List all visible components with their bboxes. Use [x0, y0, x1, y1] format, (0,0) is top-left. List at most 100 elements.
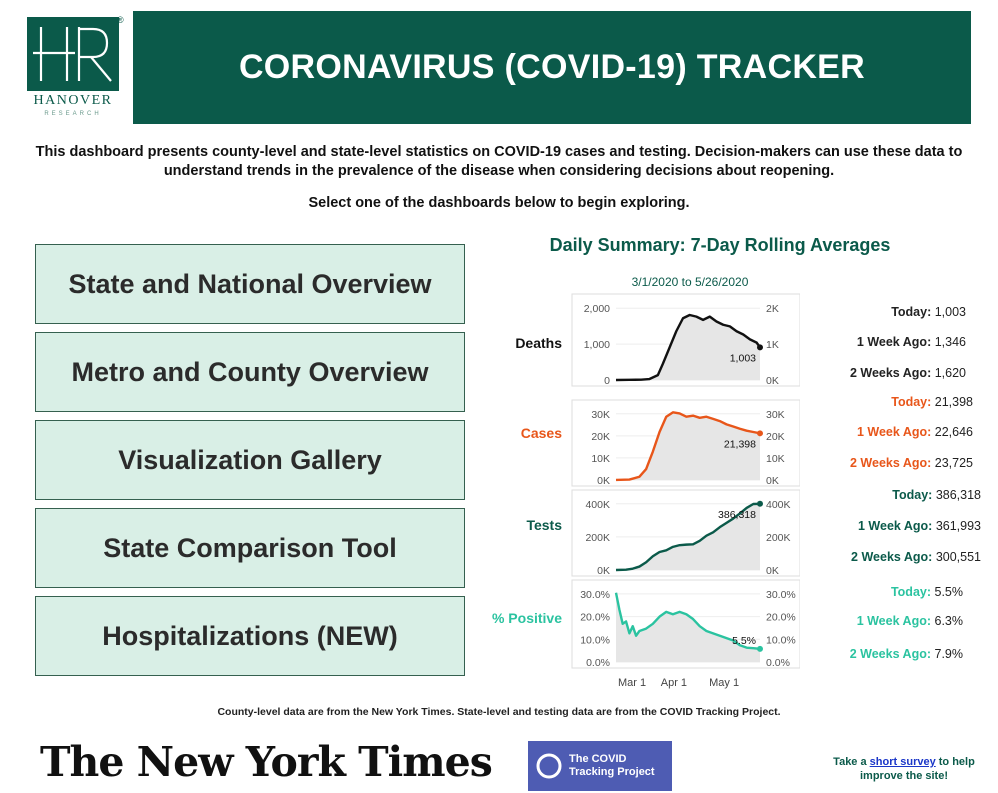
metro-county-overview-button[interactable]: Metro and County Overview — [35, 332, 465, 412]
registered-mark: ® — [117, 15, 124, 25]
positive-label: % Positive — [491, 610, 562, 626]
ctp-line2: Tracking Project — [569, 766, 655, 778]
cases-ytick-right: 30K — [766, 409, 785, 421]
cases-ytick-right: 20K — [766, 431, 785, 443]
survey-pre: Take a — [833, 756, 870, 768]
survey-post: to help improve the site! — [859, 756, 975, 782]
deaths-today-label: Today: — [891, 305, 932, 319]
deaths-two-week-label: 2 Weeks Ago: — [849, 366, 932, 380]
deaths-today-value: 1,003 — [934, 305, 966, 319]
ctp-line1: The COVID — [569, 753, 627, 765]
cases-ytick-left: 30K — [591, 409, 610, 421]
deaths-end-point — [757, 344, 763, 351]
data-source-note: County-level data are from the New York … — [217, 706, 781, 718]
deaths-ytick-right: 1K — [766, 339, 779, 351]
cases-two-week-value: 23,725 — [934, 456, 973, 470]
positive-week-label: 1 Week Ago: — [856, 614, 932, 628]
tests-ytick-right: 400K — [766, 499, 791, 511]
tests-week-value: 361,993 — [935, 519, 981, 533]
logo-mark — [27, 17, 119, 91]
positive-two-week-value: 7.9% — [934, 647, 964, 661]
cases-ytick-right: 10K — [766, 453, 785, 465]
positive-two-week-label: 2 Weeks Ago: — [849, 647, 932, 661]
positive-ytick-left: 20.0% — [580, 612, 610, 624]
tests-two-week-label: 2 Weeks Ago: — [851, 550, 933, 564]
tests-week: 1 Week Ago: 361,993 — [858, 519, 981, 533]
intro-text: This dashboard presents county-level and… — [35, 144, 963, 179]
tests-end-point — [757, 500, 763, 507]
deaths-end-label: 1,003 — [730, 352, 756, 364]
deaths-today: Today: 1,003 — [891, 305, 966, 319]
deaths-week: 1 Week Ago: 1,346 — [857, 335, 966, 349]
tests-label: Tests — [526, 517, 562, 533]
cases-end-point — [757, 430, 763, 437]
deaths-two-week-value: 1,620 — [934, 366, 966, 380]
page-title: CORONAVIRUS (COVID-19) TRACKER — [238, 48, 866, 86]
deaths-two-week: 2 Weeks Ago: 1,620 — [850, 366, 966, 380]
select-instruction: Select one of the dashboards below to be… — [308, 195, 690, 211]
deaths-label: Deaths — [515, 335, 562, 351]
survey-note: Take a short survey to help improve the … — [818, 755, 990, 783]
logo-subtitle: RESEARCH — [44, 111, 102, 117]
deaths-area — [616, 315, 760, 380]
cases-week: 1 Week Ago: 22,646 — [857, 425, 973, 439]
state-national-overview-button[interactable]: State and National Overview — [35, 244, 465, 324]
cases-area — [616, 412, 760, 480]
tests-two-week: 2 Weeks Ago: 300,551 — [851, 550, 981, 564]
positive-ytick-left: 0.0% — [586, 657, 610, 669]
survey-link[interactable]: short survey — [869, 756, 936, 768]
tests-ytick-left: 400K — [585, 499, 610, 511]
deaths-ytick-right: 0K — [766, 375, 779, 387]
cases-ytick-right: 0K — [766, 475, 779, 487]
cases-today-value: 21,398 — [934, 395, 973, 409]
deaths-line — [615, 313, 761, 382]
cases-two-week: 2 Weeks Ago: 23,725 — [850, 456, 973, 470]
tests-ytick-left: 200K — [585, 532, 610, 544]
positive-week: 1 Week Ago: 6.3% — [857, 614, 963, 628]
tests-today-label: Today: — [892, 488, 933, 502]
deaths-week-label: 1 Week Ago: — [856, 335, 932, 349]
cases-today-label: Today: — [891, 395, 932, 409]
tests-ytick-right: 0K — [766, 565, 779, 577]
ctp-text: The COVID Tracking Project — [569, 753, 655, 779]
title-banner: CORONAVIRUS (COVID-19) TRACKER — [133, 11, 971, 124]
cases-week-label: 1 Week Ago: — [856, 425, 932, 439]
tests-end-label: 386,318 — [718, 509, 756, 521]
summary-charts: 0 0K 1,000 1K 2,000 2K 1,003 0K 0K 10K 10K 20K 20K 30… — [571, 293, 800, 689]
positive-two-week: 2 Weeks Ago: 7.9% — [850, 647, 963, 661]
positive-today: Today: 5.5% — [891, 585, 963, 599]
tests-ytick-left: 0K — [597, 565, 610, 577]
positive-week-value: 6.3% — [934, 614, 964, 628]
cases-ytick-left: 10K — [591, 453, 610, 465]
logo-name: HANOVER — [33, 93, 113, 108]
hr-monogram-icon — [33, 27, 112, 82]
positive-ytick-left: 30.0% — [580, 589, 610, 601]
deaths-ytick-right: 2K — [766, 303, 779, 315]
date-range: 3/1/2020 to 5/26/2020 — [631, 275, 749, 289]
tests-today-value: 386,318 — [935, 488, 981, 502]
positive-ytick-right: 20.0% — [766, 612, 796, 624]
deaths-ytick-left: 1,000 — [584, 339, 610, 351]
cases-end-label: 21,398 — [724, 438, 756, 450]
positive-ytick-right: 0.0% — [766, 657, 790, 669]
cases-two-week-label: 2 Weeks Ago: — [850, 456, 932, 470]
hospitalizations-button[interactable]: Hospitalizations (NEW) — [35, 596, 465, 676]
tests-line — [615, 502, 761, 572]
positive-today-value: 5.5% — [934, 585, 964, 599]
deaths-ytick-left: 2,000 — [584, 303, 610, 315]
positive-area — [616, 592, 760, 662]
cases-week-value: 22,646 — [934, 425, 973, 439]
hanover-logo: ® HANOVER RESEARCH — [25, 15, 125, 120]
tests-today: Today: 386,318 — [892, 488, 981, 502]
visualization-gallery-button[interactable]: Visualization Gallery — [35, 420, 465, 500]
positive-xtick: Mar 1 — [618, 677, 646, 689]
nyt-logo[interactable]: The New York Times — [40, 738, 493, 786]
positive-xtick: May 1 — [709, 677, 739, 689]
covid-tracking-project-logo[interactable]: The COVID Tracking Project — [528, 741, 672, 791]
cases-today: Today: 21,398 — [891, 395, 973, 409]
tests-two-week-value: 300,551 — [935, 550, 981, 564]
state-comparison-tool-button[interactable]: State Comparison Tool — [35, 508, 465, 588]
cases-label: Cases — [520, 425, 562, 441]
summary-title: Daily Summary: 7-Day Rolling Averages — [549, 235, 891, 255]
positive-end-point — [757, 645, 763, 652]
